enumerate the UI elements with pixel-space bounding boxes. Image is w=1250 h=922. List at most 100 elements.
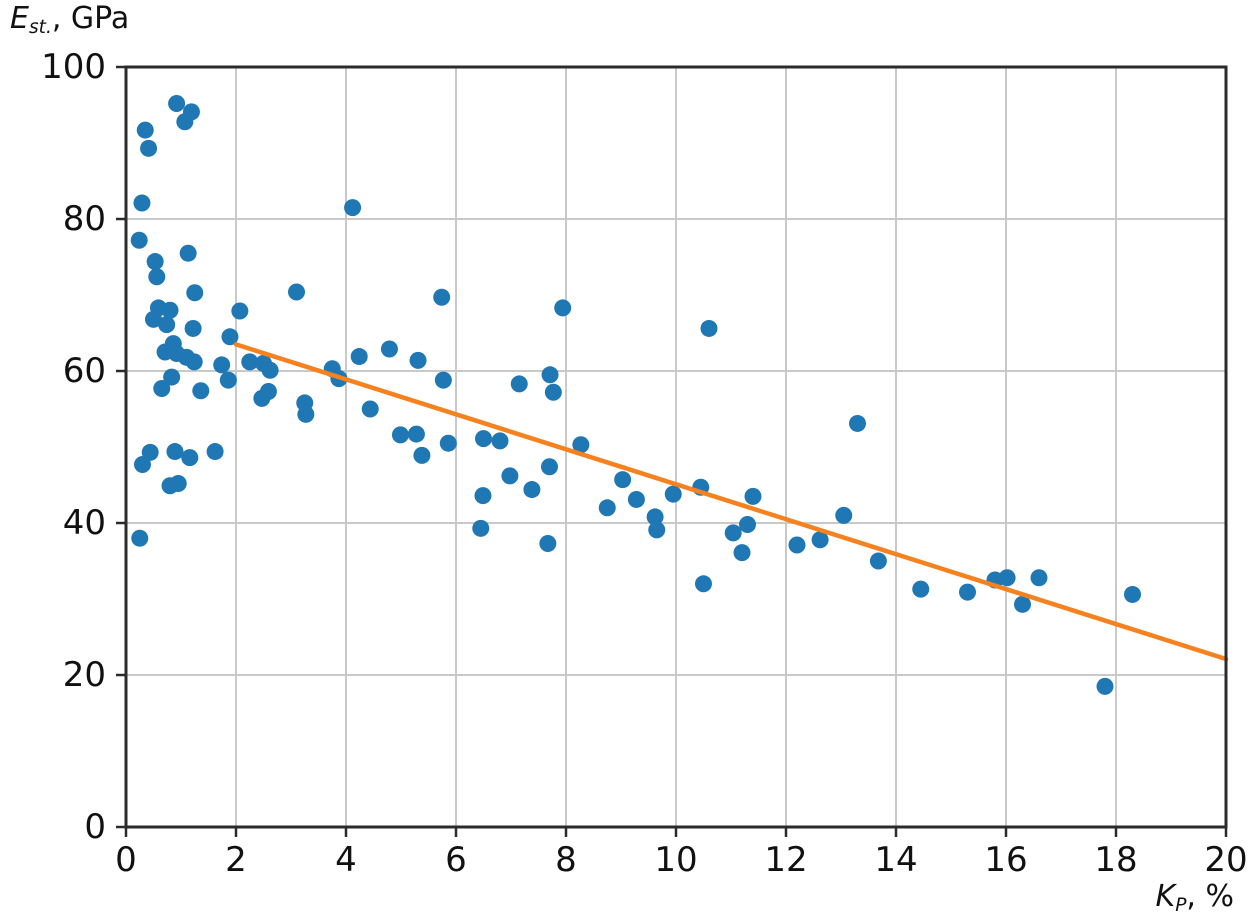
data-point xyxy=(788,536,806,554)
y-axis-title: Est., GPa xyxy=(10,1,130,39)
data-point xyxy=(614,471,632,489)
x-tick-label: 14 xyxy=(874,840,918,880)
data-point xyxy=(501,467,519,485)
data-point xyxy=(409,351,427,369)
data-point xyxy=(554,299,572,317)
y-tick-label: 100 xyxy=(41,47,106,87)
data-point xyxy=(241,353,259,371)
data-point xyxy=(391,426,409,444)
data-point xyxy=(1014,595,1031,613)
data-point xyxy=(130,231,148,249)
data-point xyxy=(733,544,751,562)
data-point xyxy=(739,516,756,534)
data-point xyxy=(646,508,664,526)
y-axis-unit: , GPa xyxy=(51,1,130,36)
data-point xyxy=(133,194,151,212)
data-point xyxy=(407,425,425,443)
data-point xyxy=(344,199,362,217)
y-tick-label: 0 xyxy=(84,807,106,847)
data-point xyxy=(131,529,149,547)
y-axis-symbol: E xyxy=(10,1,29,36)
data-point xyxy=(219,371,237,389)
data-point xyxy=(912,580,930,598)
data-point xyxy=(439,434,457,452)
data-point xyxy=(213,356,231,374)
data-point xyxy=(134,455,151,473)
data-point xyxy=(288,283,305,301)
data-point xyxy=(176,113,194,131)
data-point xyxy=(297,405,315,423)
data-point xyxy=(627,490,645,508)
data-point xyxy=(491,432,509,450)
data-point xyxy=(648,521,666,539)
data-point xyxy=(153,379,171,397)
data-point xyxy=(472,519,490,537)
data-point xyxy=(835,506,853,524)
x-tick-label: 18 xyxy=(1094,840,1138,880)
data-point xyxy=(598,499,616,517)
trend-line xyxy=(233,342,1229,662)
y-tick-label: 80 xyxy=(62,199,106,239)
data-point xyxy=(811,531,829,549)
data-point xyxy=(695,575,712,593)
data-point xyxy=(181,449,199,467)
x-axis-title: KP, % xyxy=(1155,879,1234,917)
x-tick-label: 2 xyxy=(225,840,247,880)
data-point xyxy=(261,361,279,379)
y-tick-label: 40 xyxy=(62,503,106,543)
x-tick-label: 8 xyxy=(555,840,577,880)
data-point xyxy=(206,443,224,461)
data-point xyxy=(572,436,590,454)
data-point xyxy=(744,487,762,505)
x-tick-label: 6 xyxy=(445,840,467,880)
y-axis-subscript: st. xyxy=(28,17,52,39)
data-point xyxy=(1030,569,1048,587)
data-point xyxy=(434,371,452,389)
data-point xyxy=(161,301,179,319)
data-point xyxy=(231,302,249,320)
data-point xyxy=(166,443,184,461)
data-point xyxy=(474,487,492,505)
data-point xyxy=(161,477,179,495)
x-tick-label: 0 xyxy=(115,840,137,880)
x-tick-label: 16 xyxy=(984,840,1028,880)
data-point xyxy=(664,485,682,503)
data-point xyxy=(221,328,239,346)
data-point xyxy=(413,446,431,464)
data-point xyxy=(168,94,186,112)
data-point xyxy=(148,268,166,286)
y-tick-label: 60 xyxy=(62,351,106,391)
data-point xyxy=(1124,585,1141,603)
data-point xyxy=(361,400,379,418)
data-point xyxy=(544,383,562,401)
y-tick-label: 20 xyxy=(62,655,106,695)
data-point xyxy=(700,319,718,337)
plot-border xyxy=(124,65,1228,829)
data-point xyxy=(1096,677,1114,695)
data-point xyxy=(998,569,1016,587)
data-point xyxy=(179,244,197,262)
data-point xyxy=(140,139,158,157)
data-point xyxy=(141,443,159,461)
data-point xyxy=(959,583,976,601)
plot-area xyxy=(116,65,1229,837)
x-axis-unit: , % xyxy=(1186,879,1234,914)
data-point xyxy=(433,288,451,306)
data-point xyxy=(259,383,277,401)
data-point xyxy=(136,121,154,139)
data-point xyxy=(869,552,887,570)
data-point xyxy=(510,375,528,393)
x-tick-label: 20 xyxy=(1204,840,1248,880)
data-point xyxy=(158,316,176,334)
x-axis-subscript: P xyxy=(1175,895,1187,917)
data-point xyxy=(541,366,559,384)
data-point xyxy=(523,481,541,499)
x-axis-symbol: K xyxy=(1155,879,1176,914)
data-point xyxy=(186,284,204,302)
data-point xyxy=(145,310,162,328)
data-point xyxy=(380,340,398,358)
x-tick-label: 12 xyxy=(764,840,808,880)
plot-canvas xyxy=(116,65,1229,837)
data-point xyxy=(539,535,557,553)
